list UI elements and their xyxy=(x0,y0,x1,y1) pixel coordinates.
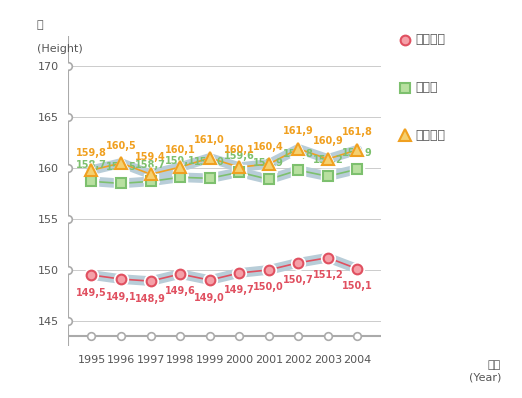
Text: 150,7: 150,7 xyxy=(283,275,314,285)
Text: 159,2: 159,2 xyxy=(313,155,343,165)
Text: 160,1: 160,1 xyxy=(165,144,196,154)
Text: 고등학교: 고등학교 xyxy=(415,129,445,142)
Text: 161,9: 161,9 xyxy=(283,126,314,136)
Text: 149,1: 149,1 xyxy=(105,292,136,302)
Text: 159,8: 159,8 xyxy=(283,149,314,159)
Text: 키: 키 xyxy=(37,20,43,29)
Text: 159,4: 159,4 xyxy=(135,152,166,162)
Text: 149,0: 149,0 xyxy=(194,293,225,302)
Text: 160,5: 160,5 xyxy=(105,140,136,150)
Text: 158,7: 158,7 xyxy=(76,160,107,170)
Text: 158,7: 158,7 xyxy=(135,160,166,170)
Text: 159,1: 159,1 xyxy=(165,156,196,166)
Text: 150,0: 150,0 xyxy=(253,283,284,293)
Text: 161,8: 161,8 xyxy=(342,127,373,137)
Text: 160,1: 160,1 xyxy=(224,144,255,154)
Text: 149,6: 149,6 xyxy=(165,287,196,297)
Text: (Height): (Height) xyxy=(37,45,82,55)
Text: 159,6: 159,6 xyxy=(224,151,255,161)
Text: 148,9: 148,9 xyxy=(135,294,166,304)
Text: 159,0: 159,0 xyxy=(194,157,225,167)
Text: 149,5: 149,5 xyxy=(76,287,107,298)
Text: 159,8: 159,8 xyxy=(76,148,107,158)
Text: 158,5: 158,5 xyxy=(105,162,136,172)
Text: 160,4: 160,4 xyxy=(253,142,284,152)
Text: 초등학교: 초등학교 xyxy=(415,33,445,46)
Text: 150,1: 150,1 xyxy=(342,281,373,291)
Text: 161,0: 161,0 xyxy=(194,135,225,145)
Text: 160,9: 160,9 xyxy=(313,137,343,146)
Text: 연도
(Year): 연도 (Year) xyxy=(469,361,501,382)
Text: 149,7: 149,7 xyxy=(224,285,255,295)
Text: 중학교: 중학교 xyxy=(415,81,437,94)
Text: 159,9: 159,9 xyxy=(342,148,373,158)
Text: 151,2: 151,2 xyxy=(313,270,343,280)
Text: 158,9: 158,9 xyxy=(253,158,284,168)
